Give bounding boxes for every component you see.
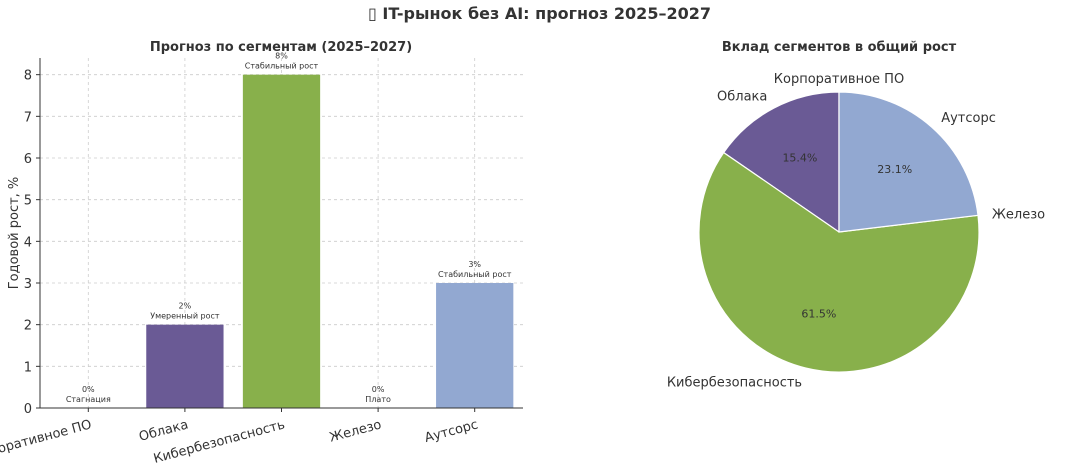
bar-bars	[146, 74, 514, 409]
bar-ytick-label: 1	[24, 360, 32, 375]
bar-status-label: Стабильный рост	[245, 62, 319, 71]
bar-status-label: Стабильный рост	[438, 270, 512, 279]
bar-1	[146, 324, 224, 408]
bar-chart: Прогноз по сегментам (2025–2027) Годовой…	[0, 40, 523, 467]
bar-status-label: Умеренный рост	[150, 312, 220, 321]
bar-value-label: 8%	[275, 52, 288, 61]
pie-label: Железо	[992, 208, 1045, 223]
bar-value-label: 2%	[179, 302, 192, 311]
bar-ytick-label: 0	[24, 402, 32, 417]
pie-pct-label: 61.5%	[801, 308, 836, 321]
bar-status-label: Стагнация	[66, 395, 111, 404]
pie-label: Аутсорс	[941, 111, 996, 126]
pie-slice-2	[698, 151, 980, 373]
bar-2	[242, 74, 321, 409]
bar-value-label: 0%	[82, 385, 95, 394]
bar-value-label: 0%	[372, 385, 385, 394]
pie-label: Облака	[717, 90, 767, 105]
bar-xtick-label: Облака	[137, 417, 190, 445]
bar-chart-title: Прогноз по сегментам (2025–2027)	[150, 40, 412, 55]
pie-pcts: 15.4% 61.5% 23.1%	[782, 152, 912, 321]
pie-pct-label: 23.1%	[877, 163, 912, 176]
figure-title-text: IT-рынок без AI: прогноз 2025–2027	[382, 4, 711, 23]
bar-ytick-label: 7	[24, 110, 32, 125]
bar-xtick-label: Аутсорс	[423, 417, 480, 446]
bar-value-label: 3%	[468, 260, 481, 269]
bar-ytick-label: 8	[24, 69, 32, 84]
bar-chart-ylabel: Годовой рост, %	[7, 177, 22, 290]
bar-ytick-label: 5	[24, 194, 32, 209]
pie-slice-4	[838, 91, 979, 233]
bar-4	[436, 283, 514, 408]
pie-label: Кибербезопасность	[667, 376, 802, 391]
bar-xtick-label: Корпоративное ПО	[0, 417, 93, 465]
bar-ytick-label: 4	[24, 235, 32, 250]
bar-ytick-label: 2	[24, 319, 32, 334]
pie-label: Корпоративное ПО	[774, 72, 904, 87]
pie-slices	[698, 91, 980, 373]
bar-yticks: 0 1 2 3 4 5 6 7 8	[24, 69, 40, 417]
pie-chart-title: Вклад сегментов в общий рост	[722, 40, 957, 55]
bar-ytick-label: 3	[24, 277, 32, 292]
chart-emoji-icon: ▯	[368, 4, 377, 23]
pie-pct-label: 15.4%	[782, 152, 817, 165]
figure-title: ▯ IT-рынок без AI: прогноз 2025–2027	[0, 4, 1079, 23]
pie-labels: Корпоративное ПО Облака Кибербезопасность Ж…	[667, 72, 1045, 391]
pie-chart: Вклад сегментов в общий рост Корпоративн…	[667, 40, 1045, 391]
bar-ytick-label: 6	[24, 152, 32, 167]
bar-xtick-label: Железо	[328, 417, 383, 445]
pie-slice-1	[722, 91, 840, 234]
bar-status-label: Плато	[365, 395, 391, 404]
